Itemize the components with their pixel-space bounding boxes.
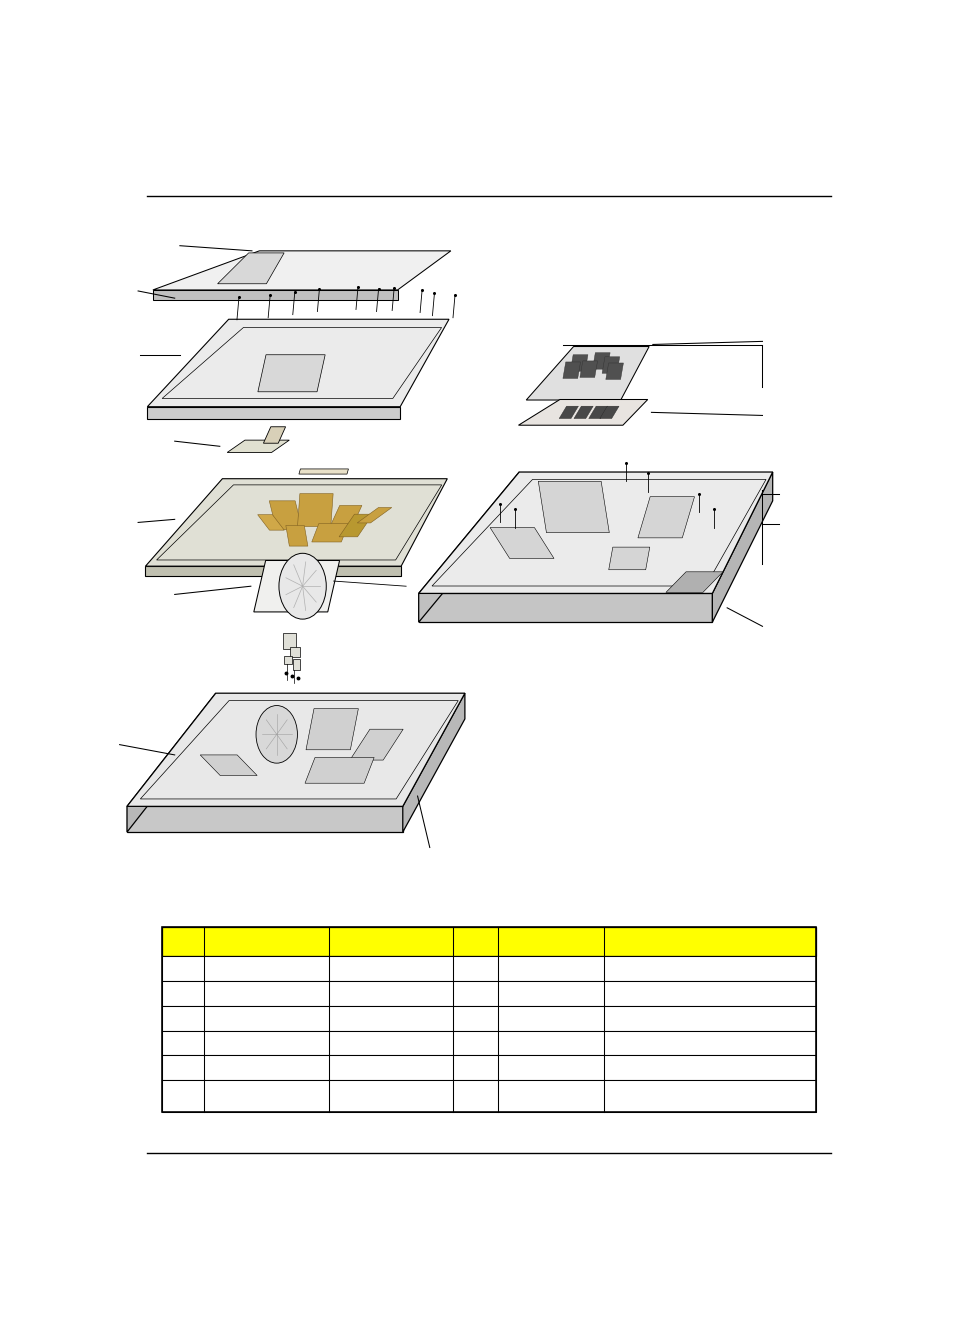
Circle shape <box>278 553 326 619</box>
Bar <box>162 981 815 1006</box>
Bar <box>293 659 300 669</box>
Bar <box>162 927 815 1112</box>
Bar <box>162 1030 815 1055</box>
Polygon shape <box>152 251 451 290</box>
Polygon shape <box>328 505 361 532</box>
Polygon shape <box>490 528 554 558</box>
Bar <box>162 927 815 955</box>
Bar <box>162 1079 815 1112</box>
Polygon shape <box>588 406 607 418</box>
Polygon shape <box>147 319 449 406</box>
Polygon shape <box>263 426 285 444</box>
Polygon shape <box>418 593 712 623</box>
Polygon shape <box>257 514 284 530</box>
Polygon shape <box>350 729 403 760</box>
Polygon shape <box>601 357 619 373</box>
Polygon shape <box>286 525 308 546</box>
Polygon shape <box>269 501 302 529</box>
Circle shape <box>255 705 297 763</box>
Polygon shape <box>665 572 722 592</box>
Polygon shape <box>227 440 289 453</box>
Polygon shape <box>217 253 284 283</box>
Polygon shape <box>127 693 215 832</box>
Polygon shape <box>418 472 518 623</box>
Polygon shape <box>712 472 772 623</box>
Polygon shape <box>298 469 348 474</box>
Polygon shape <box>605 363 622 379</box>
Polygon shape <box>570 355 587 371</box>
Polygon shape <box>312 524 348 542</box>
Polygon shape <box>306 708 358 749</box>
Polygon shape <box>127 807 402 832</box>
Polygon shape <box>127 693 464 807</box>
Polygon shape <box>562 362 580 378</box>
Polygon shape <box>579 361 597 377</box>
Polygon shape <box>638 497 694 538</box>
Polygon shape <box>147 406 400 420</box>
Bar <box>282 632 295 649</box>
Polygon shape <box>418 472 772 593</box>
Polygon shape <box>297 493 333 526</box>
Polygon shape <box>253 561 339 612</box>
Bar <box>290 647 300 657</box>
Polygon shape <box>305 758 374 783</box>
Polygon shape <box>200 755 257 775</box>
Bar <box>162 955 815 981</box>
Polygon shape <box>526 346 648 399</box>
Polygon shape <box>146 566 401 576</box>
Polygon shape <box>146 478 447 566</box>
Polygon shape <box>402 693 464 832</box>
Polygon shape <box>257 355 325 391</box>
Polygon shape <box>592 353 610 369</box>
Polygon shape <box>338 514 373 537</box>
Bar <box>284 656 292 664</box>
Polygon shape <box>356 508 392 522</box>
Polygon shape <box>558 406 578 418</box>
Polygon shape <box>608 548 649 569</box>
Bar <box>162 1006 815 1030</box>
Polygon shape <box>537 481 609 533</box>
Polygon shape <box>599 406 618 418</box>
Polygon shape <box>518 399 647 425</box>
Polygon shape <box>574 406 593 418</box>
Bar <box>162 1055 815 1079</box>
Polygon shape <box>152 290 397 301</box>
